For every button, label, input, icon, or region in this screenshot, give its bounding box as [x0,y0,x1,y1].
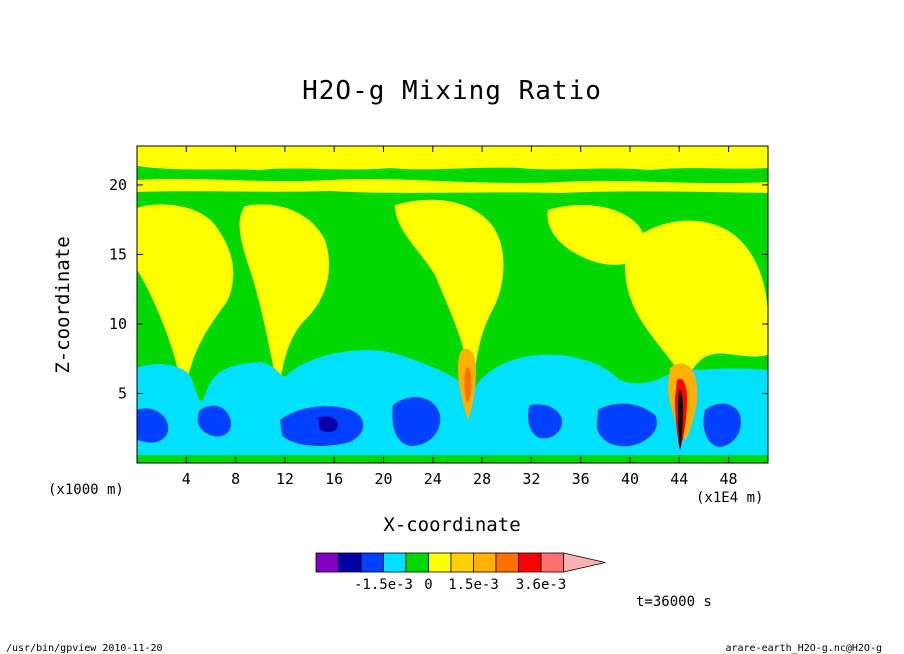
plume-yellow-2 [239,204,330,385]
x-axis: 4 8 12 16 20 24 28 32 36 40 44 48 [182,146,738,488]
x-tick-label: 20 [374,470,392,488]
blue-patch-7 [703,403,741,447]
colorbar-swatch [473,552,497,573]
x-tick-label: 44 [670,470,688,488]
colorbar-swatch [315,552,339,573]
blue-patch-5 [528,404,563,439]
colorbar-swatch [360,552,384,573]
core-dark-2 [678,389,683,450]
time-label: t=36000 s [636,594,712,610]
x-axis-unit: (x1E4 m) [696,490,764,506]
colorbar-swatch [338,552,362,573]
footer-right: arare-earth_H2O-g.nc@H2O-g [725,643,882,654]
y-tick-label: 20 [109,176,127,194]
chart-title: H2O-g Mixing Ratio [302,76,602,106]
colorbar-swatch [518,552,542,573]
y-tick-label: 15 [109,245,127,263]
x-tick-label: 24 [424,470,442,488]
colorbar-label: 0 [424,577,432,593]
contour-field [137,146,768,463]
colorbar-swatch [428,552,452,573]
field-yellow-top [137,146,768,170]
y-tick-label: 5 [118,384,127,402]
blue-patch-4 [392,397,441,446]
field-yellow-band-upper [137,178,768,193]
x-tick-label: 8 [231,470,240,488]
x-tick-label: 12 [276,470,294,488]
colorbar: -1.5e-3 0 1.5e-3 3.6e-3 [315,552,606,593]
colorbar-swatch [405,552,429,573]
colorbar-swatch [540,552,564,573]
plume-yellow-4 [547,205,645,265]
y-axis-unit: (x1000 m) [48,482,124,498]
core-red-1 [464,367,472,402]
blue-patch-8 [318,416,338,433]
y-axis: 5 10 15 20 [109,176,768,402]
colorbar-swatch [383,552,407,573]
plume-yellow-1 [137,204,234,395]
x-tick-label: 16 [325,470,343,488]
colorbar-label: 3.6e-3 [516,577,567,593]
plume-yellow-5 [625,220,768,395]
colorbar-label: 1.5e-3 [448,577,499,593]
blue-patch-6 [597,403,658,447]
colorbar-swatch [450,552,474,573]
plot-frame [136,145,769,464]
x-tick-label: 4 [182,470,191,488]
blue-patch-1 [137,408,169,443]
plume-yellow-3 [395,199,504,400]
y-tick-label: 10 [109,315,127,333]
colorbar-swatch [495,552,519,573]
x-tick-label: 40 [621,470,639,488]
x-tick-label: 36 [572,470,590,488]
blue-patch-2 [197,405,232,437]
surface-green-band [137,455,768,463]
colorbar-label: -1.5e-3 [354,577,413,593]
colorbar-arrow [563,552,606,573]
x-tick-label: 32 [522,470,540,488]
x-axis-label: X-coordinate [383,514,521,536]
footer-left: /usr/bin/gpview 2010-11-20 [6,643,163,654]
x-tick-label: 28 [473,470,491,488]
x-tick-label: 48 [720,470,738,488]
